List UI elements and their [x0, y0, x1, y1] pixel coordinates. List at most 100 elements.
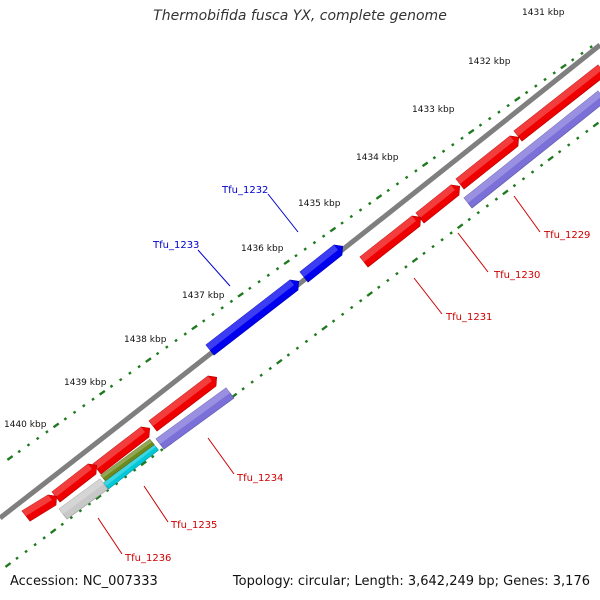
tick-mark	[506, 103, 510, 108]
tick-mark	[24, 549, 28, 554]
tick-mark	[109, 384, 114, 388]
outer-tick-track	[6, 45, 593, 461]
tick-mark	[329, 226, 337, 233]
tick-mark	[375, 194, 383, 200]
tick-mark	[456, 223, 464, 230]
leader-line	[207, 437, 235, 475]
tick-mark	[275, 267, 280, 271]
gene-label-tfu-1233[interactable]: Tfu_1233	[152, 240, 199, 251]
tick-mark	[512, 183, 517, 188]
tick-mark	[386, 278, 390, 283]
tick-mark	[467, 217, 471, 222]
tick-mark	[404, 265, 408, 269]
tick-mark	[114, 481, 119, 486]
tick-label: 1435 kbp	[298, 199, 341, 209]
tick-mark	[132, 468, 137, 472]
tick-mark	[268, 366, 273, 371]
tick-mark	[340, 312, 345, 317]
gene-label-tfu-1234[interactable]: Tfu_1234	[236, 473, 283, 484]
tick-label: 1432 kbp	[468, 57, 511, 67]
leader-line	[97, 517, 123, 555]
tick-mark	[524, 90, 529, 95]
tick-mark	[547, 155, 554, 162]
tick-mark	[441, 149, 446, 153]
tick-mark	[118, 377, 123, 382]
gene-label-tfu-1230[interactable]: Tfu_1230	[493, 270, 540, 281]
gene-label-tfu-1231[interactable]: Tfu_1231	[445, 312, 492, 323]
tick-mark	[266, 273, 271, 277]
tick-mark	[45, 430, 49, 434]
tick-mark	[552, 71, 557, 75]
leader-line	[457, 232, 489, 273]
tick-mark	[72, 410, 77, 415]
tick-mark	[451, 143, 455, 147]
label-leader-lines	[97, 193, 541, 555]
gene-label-tfu-1235[interactable]: Tfu_1235	[170, 520, 217, 531]
tick-mark	[521, 177, 526, 181]
tick-mark	[241, 387, 245, 391]
tick-mark	[432, 156, 437, 160]
tick-mark	[229, 299, 234, 304]
tick-mark	[145, 357, 152, 363]
tick-label: 1439 kbp	[64, 378, 107, 388]
tick-mark	[49, 528, 57, 535]
tick-mark	[82, 404, 86, 408]
tick-mark	[69, 515, 74, 520]
tick-mark	[395, 182, 400, 186]
tick-mark	[421, 161, 429, 168]
tick-mark	[313, 332, 318, 337]
tick-mark	[140, 460, 147, 467]
genome-backbone	[0, 43, 600, 520]
tick-mark	[191, 324, 198, 331]
gene-label-tfu-1232[interactable]: Tfu_1232	[221, 185, 268, 196]
tick-mark	[386, 188, 390, 193]
tick-mark	[570, 58, 575, 62]
gene-arrow	[21, 494, 58, 522]
tick-mark	[534, 84, 538, 88]
accession-text: Accession: NC_007333	[10, 574, 158, 589]
tick-mark	[128, 371, 132, 375]
leader-line	[267, 193, 299, 233]
tick-mark	[494, 197, 499, 201]
tick-mark	[63, 417, 68, 421]
map-title: Thermobifida fusca YX, complete genome	[153, 8, 447, 24]
tick-mark	[201, 319, 206, 323]
tick-mark	[358, 208, 363, 212]
tick-mark	[368, 201, 372, 206]
tick-mark	[312, 240, 317, 245]
tick-mark	[321, 234, 326, 238]
tick-mark	[349, 214, 354, 219]
tick-mark	[349, 305, 354, 310]
gene-arrow	[58, 478, 109, 520]
tick-mark	[257, 280, 261, 284]
tick-mark	[580, 51, 584, 56]
tick-label: 1434 kbp	[356, 153, 399, 163]
tick-mark	[530, 170, 535, 174]
tick-mark	[295, 346, 300, 350]
tick-mark	[35, 436, 40, 441]
leader-line	[413, 277, 443, 315]
gene-arrow	[455, 135, 520, 190]
tick-mark	[183, 332, 188, 336]
gene-label-tfu-1236[interactable]: Tfu_1236	[124, 553, 171, 564]
tick-mark	[87, 502, 92, 506]
tick-mark	[304, 339, 309, 344]
gene-label-tfu-1229[interactable]: Tfu_1229	[543, 230, 590, 241]
tick-mark	[137, 364, 141, 369]
tick-mark	[259, 373, 263, 378]
genome-summary-text: Topology: circular; Length: 3,642,249 bp…	[232, 574, 590, 589]
gene-arrow	[299, 244, 344, 283]
tick-mark	[440, 238, 444, 242]
tick-mark	[78, 509, 83, 513]
tick-mark	[52, 422, 60, 429]
tick-mark	[460, 136, 464, 140]
gene-arrow	[51, 463, 98, 503]
tick-mark	[358, 299, 363, 303]
gene-arrow	[100, 438, 155, 482]
tick-mark	[155, 351, 160, 356]
tick-mark	[294, 253, 298, 258]
tick-mark	[422, 251, 426, 256]
tick-mark	[340, 221, 344, 225]
gene-arrow	[463, 90, 600, 209]
tick-mark	[15, 556, 19, 560]
